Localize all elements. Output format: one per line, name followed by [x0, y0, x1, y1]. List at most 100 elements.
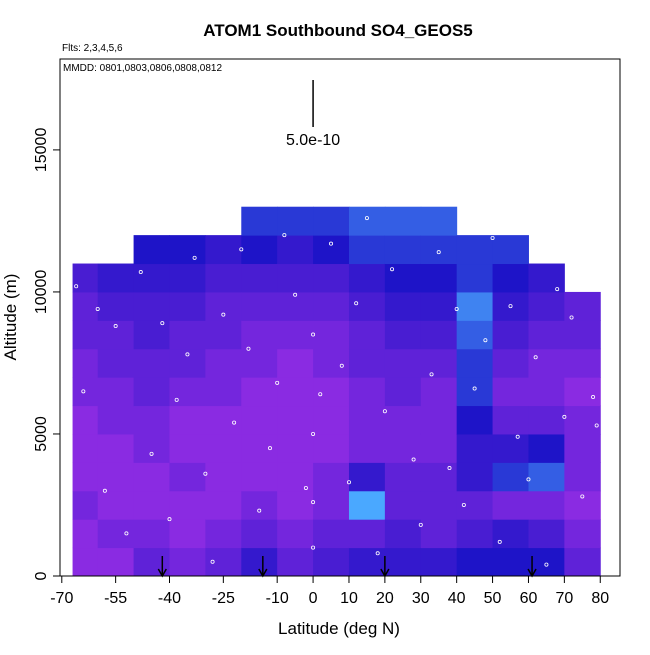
heat-cell [313, 377, 350, 407]
heat-cell [277, 462, 314, 492]
heat-cell [348, 519, 386, 549]
sample-point [555, 287, 560, 292]
heat-cell [456, 291, 494, 321]
heat-cell [384, 490, 422, 520]
sample-point [311, 545, 316, 550]
heat-cell [348, 433, 386, 463]
heat-cell [97, 462, 135, 492]
sample-point [454, 306, 459, 311]
heat-cell [384, 206, 422, 236]
x-tick-label: 40 [448, 590, 466, 607]
heat-cell [564, 320, 601, 350]
heat-cell [313, 433, 350, 463]
x-tick-label: 80 [591, 590, 609, 607]
heat-cell [384, 433, 422, 463]
heat-cell [384, 348, 422, 378]
heat-cell [384, 519, 422, 549]
heat-cell [205, 405, 242, 435]
sample-point [375, 551, 380, 556]
heat-cell [456, 462, 494, 492]
sample-point [562, 414, 567, 419]
heat-cell [205, 433, 242, 463]
heat-cell [133, 462, 170, 492]
sample-point [418, 522, 423, 527]
heat-cell [72, 462, 99, 492]
x-tick-label: 20 [376, 590, 394, 607]
sample-point [167, 517, 172, 522]
heat-cell [384, 547, 422, 577]
sample-point [303, 485, 308, 490]
sample-point [275, 380, 280, 385]
sample-point [267, 446, 272, 451]
heat-cell [564, 433, 601, 463]
sample-point [508, 304, 513, 309]
heat-cell [348, 291, 386, 321]
heat-cell [313, 348, 350, 378]
heat-cell [564, 490, 601, 520]
heat-cell [492, 433, 529, 463]
heat-cell [97, 433, 135, 463]
x-axis-label: Latitude (deg N) [278, 619, 400, 638]
sample-point [364, 216, 369, 221]
heat-cell [528, 490, 565, 520]
x-tick-label: -25 [212, 590, 235, 607]
heat-cell [97, 519, 135, 549]
sample-point [329, 241, 334, 246]
x-tick-label: 70 [555, 590, 573, 607]
sample-point [192, 255, 197, 260]
sample-point [569, 315, 574, 320]
x-tick-label: -55 [104, 590, 127, 607]
heat-cell [313, 291, 350, 321]
heat-cell [564, 519, 601, 549]
heat-cell [456, 405, 494, 435]
heat-cell [348, 206, 386, 236]
heat-cell [528, 519, 565, 549]
heat-cell [241, 263, 278, 293]
heat-cell [492, 462, 529, 492]
heat-cell [133, 291, 170, 321]
heat-cell [205, 320, 242, 350]
heat-cell [492, 235, 529, 265]
sample-point [102, 488, 107, 493]
x-tick-label: 50 [484, 590, 502, 607]
heat-cell [528, 320, 565, 350]
heat-cell [384, 291, 422, 321]
heat-cell [97, 263, 135, 293]
heat-cell [241, 206, 278, 236]
heat-cell [492, 320, 529, 350]
heat-cell [277, 206, 314, 236]
heat-cell [313, 547, 350, 577]
heat-cell [348, 377, 386, 407]
sample-point [339, 363, 344, 368]
sample-point [160, 321, 165, 326]
heat-cell [456, 235, 494, 265]
sample-point [354, 301, 359, 306]
heat-cell [241, 348, 278, 378]
heat-cell [456, 490, 494, 520]
sample-point [533, 355, 538, 360]
sample-point [390, 267, 395, 272]
sample-point [580, 494, 585, 499]
heat-cell [169, 263, 206, 293]
heat-cell [420, 377, 458, 407]
heat-cell [420, 263, 458, 293]
sample-point [436, 250, 441, 255]
heat-cell [456, 377, 494, 407]
heat-cell [313, 405, 350, 435]
heat-cell [133, 235, 170, 265]
heat-cell [133, 320, 170, 350]
heat-cell [133, 433, 170, 463]
sample-point [346, 480, 351, 485]
sample-point [203, 471, 208, 476]
sample-point [239, 247, 244, 252]
sample-point [95, 306, 100, 311]
heat-cell [456, 348, 494, 378]
heat-cell [277, 519, 314, 549]
heat-cell [420, 348, 458, 378]
heat-cell [169, 235, 206, 265]
heat-cell [97, 547, 135, 577]
heat-cell [348, 490, 386, 520]
heat-cell [72, 377, 99, 407]
heat-cell [528, 377, 565, 407]
heat-cell [277, 433, 314, 463]
